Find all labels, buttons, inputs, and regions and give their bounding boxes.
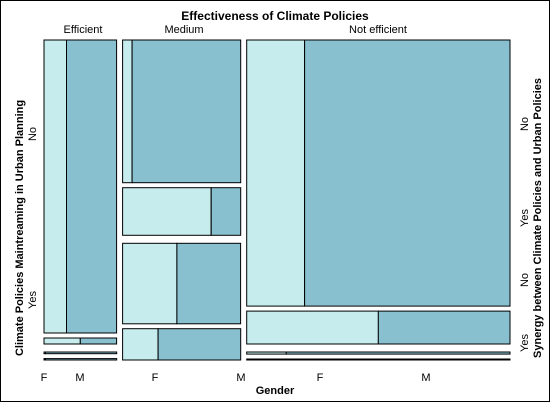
effectiveness-label-medium: Medium [164,24,203,36]
tile-medium-maint-yes-syn-no-female [122,242,178,325]
effectiveness-label-efficient: Efficient [64,24,103,36]
tile-not-efficient-maint-no-syn-yes-male [377,310,511,345]
left-axis-title: Climate Policies Maintreaming in Urban P… [14,100,26,356]
tile-efficient-maint-yes-syn-yes-male [45,358,118,361]
gender-tick-medium-m: M [236,372,245,384]
right-level-label-yes-1: Yes [519,209,531,227]
tile-not-efficient-maint-no-syn-no-female [246,39,306,307]
x-axis-title: Gender [256,385,295,397]
tile-efficient-maint-yes-syn-no-male [45,351,118,355]
right-axis-title: Synergy between Climate Policies and Urb… [532,78,544,358]
mosaic-tiles [43,39,511,361]
tile-medium-maint-yes-syn-yes-female [122,328,159,361]
right-level-label-no-1: No [519,117,531,131]
left-level-label-no: No [27,127,39,141]
effectiveness-label-not-efficient: Not efficient [349,24,407,36]
chart-title: Effectiveness of Climate Policies [181,9,369,23]
gender-tick-not-efficient-m: M [421,372,430,384]
gender-tick-medium-f: F [152,372,159,384]
tile-not-efficient-maint-yes-syn-yes-male [298,358,511,361]
right-level-label-no-2: No [519,273,531,287]
right-level-label-yes-2: Yes [519,334,531,352]
left-level-label-yes: Yes [27,291,39,309]
tile-not-efficient-maint-no-syn-no-male [304,39,511,307]
tile-medium-maint-yes-syn-yes-male [157,328,242,361]
tile-efficient-maint-no-syn-no-male [66,39,118,334]
gender-tick-efficient-m: M [75,372,84,384]
tile-medium-maint-no-syn-no-male [131,39,242,184]
gender-tick-not-efficient-f: F [317,372,324,384]
tile-efficient-maint-no-syn-yes-male [79,337,118,345]
tile-medium-maint-yes-syn-no-male [176,242,242,325]
gender-tick-efficient-f: F [41,372,48,384]
tile-medium-maint-no-syn-yes-male [210,187,242,236]
tile-not-efficient-maint-yes-syn-no-male [285,351,511,355]
